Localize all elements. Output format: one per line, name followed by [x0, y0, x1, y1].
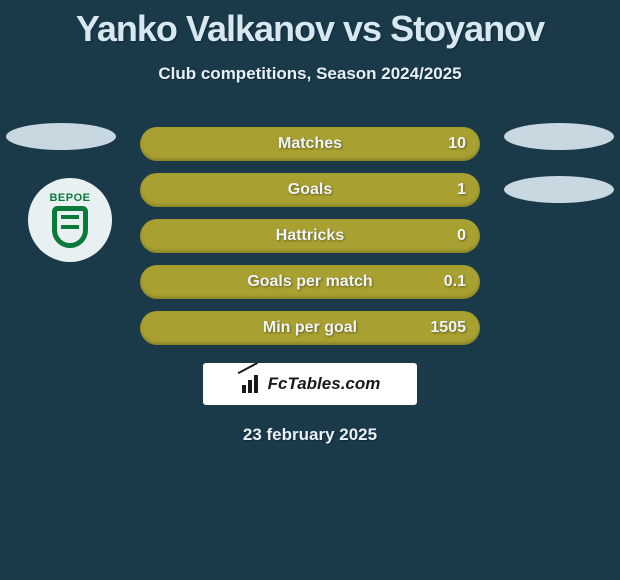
stat-row-goals: Goals 1	[140, 173, 480, 207]
stat-value: 1505	[430, 319, 466, 337]
fctables-badge[interactable]: FcTables.com	[203, 363, 417, 405]
stat-row-matches: Matches 10	[140, 127, 480, 161]
stat-row-hattricks: Hattricks 0	[140, 219, 480, 253]
stat-value: 0.1	[444, 273, 466, 291]
player-placeholder-right-1	[504, 123, 614, 150]
stat-label: Matches	[278, 135, 342, 153]
stat-row-goals-per-match: Goals per match 0.1	[140, 265, 480, 299]
fctables-text: FcTables.com	[268, 374, 381, 394]
date-label: 23 february 2025	[0, 425, 620, 445]
stat-value: 0	[457, 227, 466, 245]
page-title: Yanko Valkanov vs Stoyanov	[0, 0, 620, 50]
stat-row-min-per-goal: Min per goal 1505	[140, 311, 480, 345]
shield-icon	[52, 206, 88, 248]
stat-label: Min per goal	[263, 319, 357, 337]
stat-value: 10	[448, 135, 466, 153]
stat-value: 1	[457, 181, 466, 199]
team-logo-text: BEPOE	[49, 192, 90, 204]
stat-label: Goals per match	[247, 273, 372, 291]
team-logo: BEPOE	[28, 178, 112, 262]
stat-label: Hattricks	[276, 227, 344, 245]
chart-icon	[240, 375, 262, 393]
subtitle: Club competitions, Season 2024/2025	[0, 64, 620, 84]
player-placeholder-left	[6, 123, 116, 150]
stat-label: Goals	[288, 181, 332, 199]
player-placeholder-right-2	[504, 176, 614, 203]
